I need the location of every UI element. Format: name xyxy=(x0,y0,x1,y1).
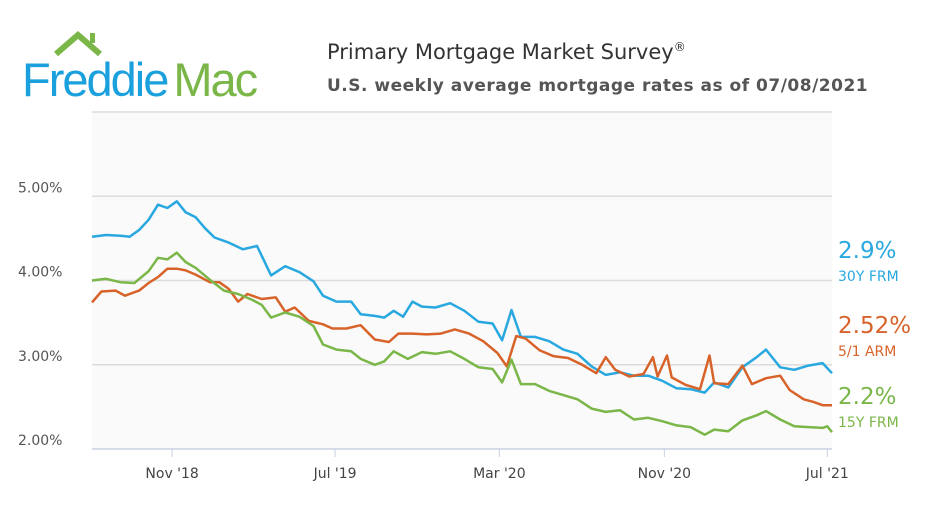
freddie-mac-logo: Freddie Mac xyxy=(22,52,258,107)
x-tick-label: Jul '21 xyxy=(805,466,849,482)
y-tick-label: 3.00% xyxy=(18,349,62,365)
series-label-30y-frm: 30Y FRM xyxy=(838,269,899,285)
chart-subtitle: U.S. weekly average mortgage rates as of… xyxy=(327,76,869,96)
end-value-5-1-arm: 2.52% xyxy=(838,313,911,339)
y-tick-label: 2.00% xyxy=(18,433,62,449)
registered-mark: ® xyxy=(673,40,686,54)
series-label-5-1-arm: 5/1 ARM xyxy=(838,344,896,360)
series-line-5-1-arm xyxy=(91,267,832,407)
chart-title: Primary Mortgage Market Survey® xyxy=(327,40,686,64)
title-text: Primary Mortgage Market Survey xyxy=(327,40,674,64)
end-value-15y-frm: 2.2% xyxy=(838,384,896,410)
end-value-30y-frm: 2.9% xyxy=(838,238,896,264)
x-tick-label: Nov '20 xyxy=(638,466,691,482)
series-label-15y-frm: 15Y FRM xyxy=(838,415,899,431)
y-tick-label: 4.00% xyxy=(18,265,62,281)
y-tick-label: 5.00% xyxy=(18,180,62,196)
logo-freddie: Freddie xyxy=(22,53,169,106)
logo-mac: Mac xyxy=(173,53,258,106)
series-line-15y-frm xyxy=(91,251,833,436)
x-tick-label: Mar '20 xyxy=(473,466,526,482)
house-roof-icon xyxy=(54,31,102,57)
x-tick-label: Jul '19 xyxy=(313,466,357,482)
series-line-30y-frm xyxy=(91,200,833,394)
x-tick-label: Nov '18 xyxy=(145,466,198,482)
